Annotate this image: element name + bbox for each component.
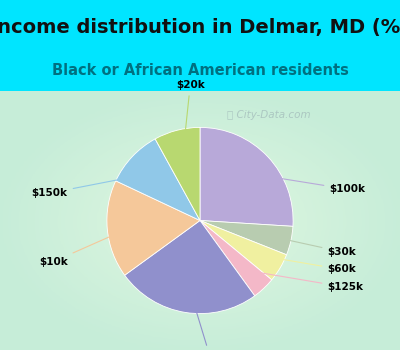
- Text: $60k: $60k: [262, 256, 356, 274]
- Text: $10k: $10k: [39, 228, 129, 267]
- Wedge shape: [107, 181, 200, 275]
- Text: $30k: $30k: [270, 236, 356, 257]
- Text: $150k: $150k: [32, 174, 147, 198]
- Text: $125k: $125k: [250, 271, 363, 292]
- Wedge shape: [116, 139, 200, 220]
- Text: $40k: $40k: [190, 291, 224, 350]
- Wedge shape: [200, 127, 293, 226]
- Wedge shape: [155, 127, 200, 220]
- Text: $20k: $20k: [176, 80, 204, 151]
- Wedge shape: [200, 220, 286, 280]
- Wedge shape: [200, 220, 293, 255]
- Text: ⓘ City-Data.com: ⓘ City-Data.com: [227, 110, 310, 120]
- Wedge shape: [200, 220, 272, 296]
- Wedge shape: [125, 220, 255, 314]
- Text: Black or African American residents: Black or African American residents: [52, 63, 348, 78]
- Text: Income distribution in Delmar, MD (%): Income distribution in Delmar, MD (%): [0, 18, 400, 37]
- Text: $100k: $100k: [253, 174, 365, 194]
